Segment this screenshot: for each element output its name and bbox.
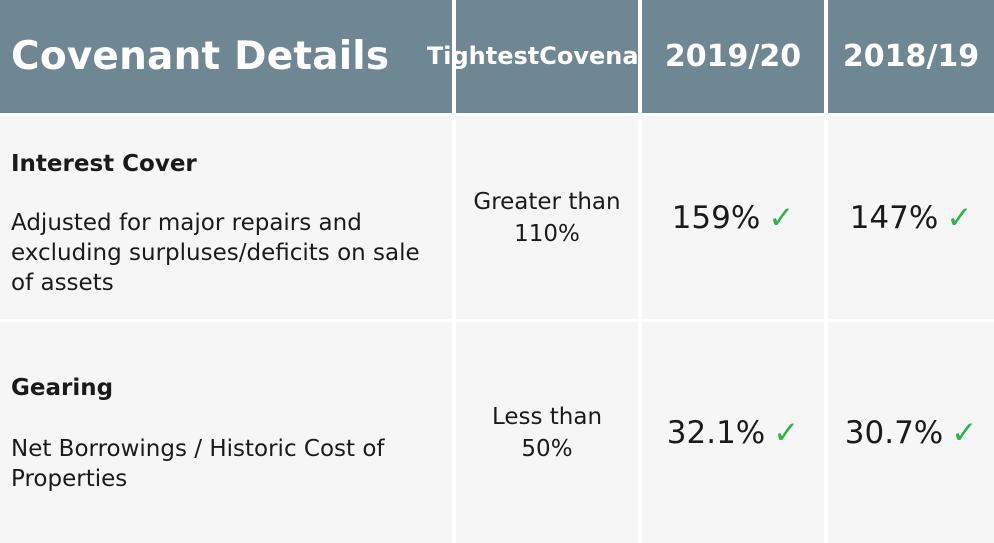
row-gearing-tightest: Less than 50% [456,322,638,543]
row-interest-cover-2018-19: 147% ✓ [828,116,994,319]
row-gearing-details: Gearing Net Borrowings / Historic Cost o… [0,322,452,543]
check-icon: ✓ [951,414,978,451]
result-value: 30.7% [844,414,944,451]
tightest-line1: Greater than [473,188,621,215]
row-interest-cover-details: Interest Cover Adjusted for major repair… [0,116,452,319]
header-year-2018-19: 2018/19 [828,0,994,113]
header-title: Covenant Details [0,0,452,113]
check-icon: ✓ [773,414,800,451]
result-value: 147% [849,199,939,236]
row-name: Interest Cover [11,151,197,177]
check-icon: ✓ [768,199,795,236]
header-tightest-line1: Tightest [426,42,540,70]
result-value: 32.1% [666,414,766,451]
row-description: Adjusted for major repairs and excluding… [11,210,420,296]
row-gearing-2018-19: 30.7% ✓ [828,322,994,543]
header-year-2019-20: 2019/20 [642,0,824,113]
row-description: Net Borrowings / Historic Cost of Proper… [11,436,385,492]
row-name: Gearing [11,375,114,401]
tightest-line2: 110% [514,220,580,247]
row-interest-cover-tightest: Greater than 110% [456,116,638,319]
header-tightest-covenant: Tightest Covenant [427,0,667,113]
check-icon: ✓ [946,199,973,236]
row-interest-cover-2019-20: 159% ✓ [642,116,824,319]
tightest-line1: Less than [491,403,603,430]
row-gearing-2019-20: 32.1% ✓ [642,322,824,543]
tightest-line2: 50% [521,435,573,462]
result-value: 159% [671,199,761,236]
